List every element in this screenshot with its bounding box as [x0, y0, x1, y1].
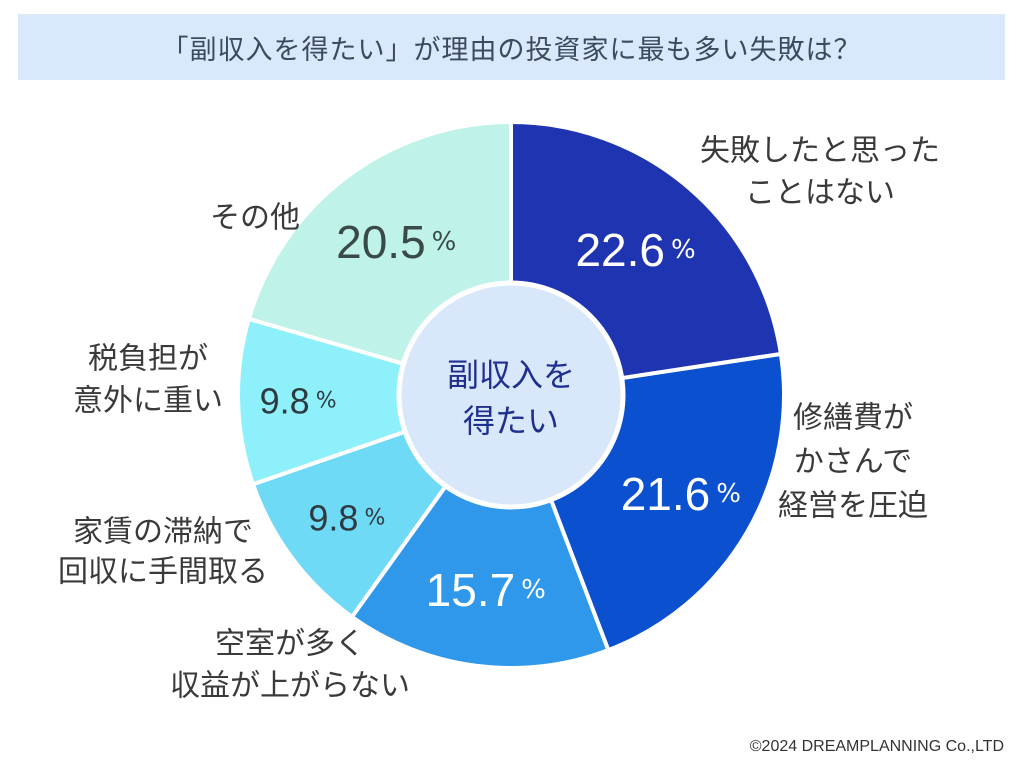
percent-sign: %: [364, 505, 385, 530]
slice-category-label-2: 空室が多く: [215, 627, 365, 662]
slice-category-label-4: 意外に重い: [73, 384, 223, 419]
center-hole: [396, 280, 626, 510]
slice-category-label-3: 回収に手間取る: [58, 555, 268, 590]
slice-value-label-0: 22.6%: [575, 224, 695, 276]
slice-value-label-5: 20.5%: [336, 216, 456, 268]
copyright-text: ©2024 DREAMPLANNING Co.,LTD: [749, 738, 1004, 755]
slice-category-label-1: 修繕費が: [793, 401, 913, 436]
percent-sign: %: [521, 575, 546, 605]
slice-value-number: 21.6: [621, 468, 711, 520]
pie-slice-2: [349, 390, 611, 670]
pie-slice-4: [236, 316, 518, 487]
slice-category-label-1: 経営を圧迫: [778, 489, 928, 524]
slice-category-label-1: かさんで: [794, 445, 913, 480]
slice-value-label-1: 21.6%: [621, 468, 741, 520]
slice-value-number: 9.8: [308, 497, 358, 538]
slice-value-label-4: 9.8%: [260, 380, 337, 421]
slice-value-number: 9.8: [260, 380, 310, 421]
chart-title: 「副収入を得たい」が理由の投資家に最も多い失敗は？: [161, 34, 862, 66]
slice-category-label-0: ことはない: [745, 176, 895, 211]
slice-category-label-0: 失敗したと思った: [700, 134, 940, 169]
percent-sign: %: [316, 388, 337, 413]
slice-value-label-2: 15.7%: [426, 564, 546, 616]
slice-category-label-2: 収益が上がらない: [170, 669, 410, 704]
slice-category-label-4: 税負担が: [88, 342, 208, 377]
slice-value-number: 15.7: [426, 564, 516, 616]
slice-value-label-3: 9.8%: [308, 497, 385, 538]
slice-category-label-3: 家賃の滞納で: [73, 515, 253, 550]
percent-sign: %: [671, 235, 696, 265]
center-label: 副収入を: [447, 356, 575, 394]
percent-sign: %: [716, 479, 741, 509]
slice-value-number: 22.6: [575, 224, 665, 276]
percent-sign: %: [432, 227, 457, 257]
chart-title-bar: 「副収入を得たい」が理由の投資家に最も多い失敗は？: [18, 14, 1005, 80]
center-label: 得たい: [463, 402, 559, 440]
slice-value-number: 20.5: [336, 216, 426, 268]
slice-category-label-5: その他: [210, 201, 300, 236]
